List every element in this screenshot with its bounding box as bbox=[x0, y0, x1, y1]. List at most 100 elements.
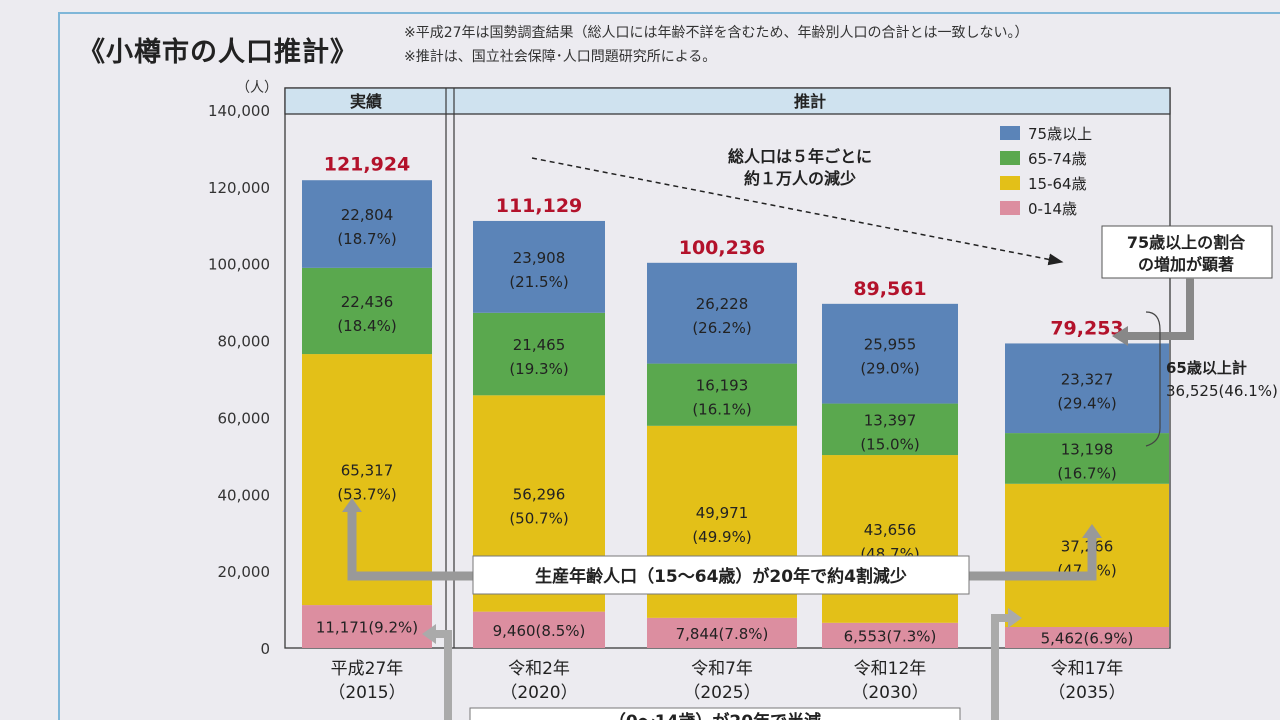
segment-label-0to14: 9,460(8.5%) bbox=[493, 622, 586, 640]
segment-pct-15to64: (50.7%) bbox=[509, 509, 568, 527]
children-box bbox=[469, 707, 961, 720]
y-tick-label: 140,000 bbox=[208, 102, 270, 120]
y-tick-label: 60,000 bbox=[218, 409, 271, 427]
bar-segment-65to74 bbox=[647, 363, 797, 426]
segment-pct-75plus: (29.4%) bbox=[1057, 394, 1116, 412]
bar-segment-75plus bbox=[647, 262, 797, 364]
segment-value-15to64: 56,296 bbox=[513, 485, 566, 503]
page-border-top bbox=[58, 12, 1280, 14]
bar-segment-0to14 bbox=[822, 622, 958, 648]
note-census: ※平成27年は国勢調査結果（総人口には年齢不詳を含むため、年齢別人口の合計とは一… bbox=[404, 25, 1029, 41]
page-border-left bbox=[58, 12, 60, 720]
bar-segment-15to64 bbox=[822, 455, 958, 623]
x-tick-year: （2035） bbox=[1048, 683, 1125, 703]
y-tick-label: 120,000 bbox=[208, 179, 270, 197]
bar-segment-65to74 bbox=[473, 312, 605, 396]
segment-label-0to14: 11,171(9.2%) bbox=[316, 619, 418, 637]
segment-value-75plus: 25,955 bbox=[864, 336, 917, 354]
bar-segment-65to74 bbox=[822, 403, 958, 456]
trend-arrow bbox=[531, 157, 1064, 266]
over65-bracket bbox=[1145, 311, 1161, 447]
segment-value-15to64: 37,266 bbox=[1061, 537, 1114, 555]
segment-pct-75plus: (18.7%) bbox=[337, 230, 396, 248]
children-arrow-right bbox=[991, 614, 1012, 720]
legend-label: 65-74歳 bbox=[1028, 150, 1087, 168]
total-label: 89,561 bbox=[853, 278, 926, 300]
children-text: （0～14歳）が20年で半減 bbox=[609, 711, 821, 720]
bar-segment-0to14 bbox=[473, 611, 605, 648]
ratio-callout-text-1: 75歳以上の割合 bbox=[1127, 233, 1246, 252]
segment-value-15to64: 65,317 bbox=[341, 462, 394, 480]
segment-value-15to64: 43,656 bbox=[864, 521, 917, 539]
segment-pct-65to74: (16.1%) bbox=[692, 401, 751, 419]
legend-label: 0-14歳 bbox=[1028, 200, 1077, 218]
total-label: 100,236 bbox=[679, 237, 766, 259]
legend-swatch-0to14 bbox=[1000, 201, 1020, 215]
segment-value-65to74: 13,198 bbox=[1061, 440, 1114, 458]
segment-value-65to74: 22,436 bbox=[341, 293, 394, 311]
total-label: 121,924 bbox=[324, 153, 411, 175]
working-age-box bbox=[472, 555, 970, 595]
trend-text-2: 約１万人の減少 bbox=[744, 169, 856, 188]
segment-pct-65to74: (19.3%) bbox=[509, 360, 568, 378]
y-tick-label: 20,000 bbox=[218, 563, 271, 581]
x-tick-era: 令和12年 bbox=[854, 659, 927, 679]
bar-segment-65to74 bbox=[302, 267, 432, 355]
legend-swatch-75plus bbox=[1000, 126, 1020, 140]
bar-segment-75plus bbox=[473, 220, 605, 313]
header-projected: 推計 bbox=[794, 92, 826, 111]
y-tick-label: 0 bbox=[260, 640, 270, 658]
y-tick-label: 40,000 bbox=[218, 486, 271, 504]
bar-segment-0to14 bbox=[302, 605, 432, 648]
x-tick-year: （2015） bbox=[328, 683, 405, 703]
header-band bbox=[284, 87, 1171, 115]
segment-pct-75plus: (21.5%) bbox=[509, 273, 568, 291]
y-tick-label: 80,000 bbox=[218, 333, 271, 351]
ratio-callout-arrow-shaft bbox=[1122, 278, 1194, 340]
working-age-arrowhead-right bbox=[1082, 524, 1102, 538]
bar-segment-75plus bbox=[1005, 343, 1169, 434]
working-age-arrowhead-left bbox=[342, 498, 362, 512]
segment-pct-15to64: (53.7%) bbox=[337, 486, 396, 504]
bar-segment-0to14 bbox=[1005, 627, 1169, 648]
segment-value-15to64: 49,971 bbox=[696, 504, 749, 522]
segment-value-65to74: 16,193 bbox=[696, 377, 749, 395]
header-actual: 実績 bbox=[350, 92, 382, 111]
y-tick-label: 100,000 bbox=[208, 256, 270, 274]
segment-value-75plus: 22,804 bbox=[341, 206, 394, 224]
x-tick-year: （2020） bbox=[500, 683, 577, 703]
segment-value-75plus: 23,908 bbox=[513, 249, 566, 267]
segment-pct-75plus: (26.2%) bbox=[692, 319, 751, 337]
segment-pct-65to74: (16.7%) bbox=[1057, 464, 1116, 482]
segment-pct-75plus: (29.0%) bbox=[860, 360, 919, 378]
ratio-callout-box bbox=[1101, 225, 1273, 279]
ratio-callout-text-2: の増加が顕著 bbox=[1138, 255, 1234, 274]
over65-text-2: 36,525(46.1%) bbox=[1166, 382, 1278, 400]
y-axis-unit: （人） bbox=[236, 80, 278, 96]
ratio-callout-arrowhead bbox=[1112, 326, 1128, 346]
children-arrowhead-left bbox=[422, 624, 436, 644]
bar-segment-75plus bbox=[822, 303, 958, 404]
legend-label: 15-64歳 bbox=[1028, 175, 1087, 193]
working-age-text: 生産年齢人口（15～64歳）が20年で約4割減少 bbox=[535, 566, 907, 587]
total-label: 79,253 bbox=[1050, 317, 1123, 339]
segment-label-0to14: 7,844(7.8%) bbox=[676, 625, 769, 643]
bar-segment-15to64 bbox=[1005, 483, 1169, 628]
segment-pct-15to64: (49.9%) bbox=[692, 528, 751, 546]
page-title: 《小樽市の人口推計》 bbox=[78, 37, 358, 68]
x-tick-era: 令和2年 bbox=[508, 659, 570, 679]
bar-segment-65to74 bbox=[1005, 433, 1169, 484]
segment-value-75plus: 26,228 bbox=[696, 295, 749, 313]
over65-text-1: 65歳以上計 bbox=[1166, 359, 1247, 377]
segment-value-65to74: 13,397 bbox=[864, 411, 917, 429]
segment-pct-65to74: (15.0%) bbox=[860, 435, 919, 453]
segment-value-65to74: 21,465 bbox=[513, 336, 566, 354]
legend-label: 75歳以上 bbox=[1028, 125, 1092, 143]
legend-swatch-65to74 bbox=[1000, 151, 1020, 165]
legend-swatch-15to64 bbox=[1000, 176, 1020, 190]
segment-label-0to14: 5,462(6.9%) bbox=[1041, 630, 1134, 648]
x-tick-era: 平成27年 bbox=[331, 659, 404, 679]
x-tick-era: 令和7年 bbox=[691, 659, 753, 679]
bar-segment-15to64 bbox=[302, 354, 432, 606]
